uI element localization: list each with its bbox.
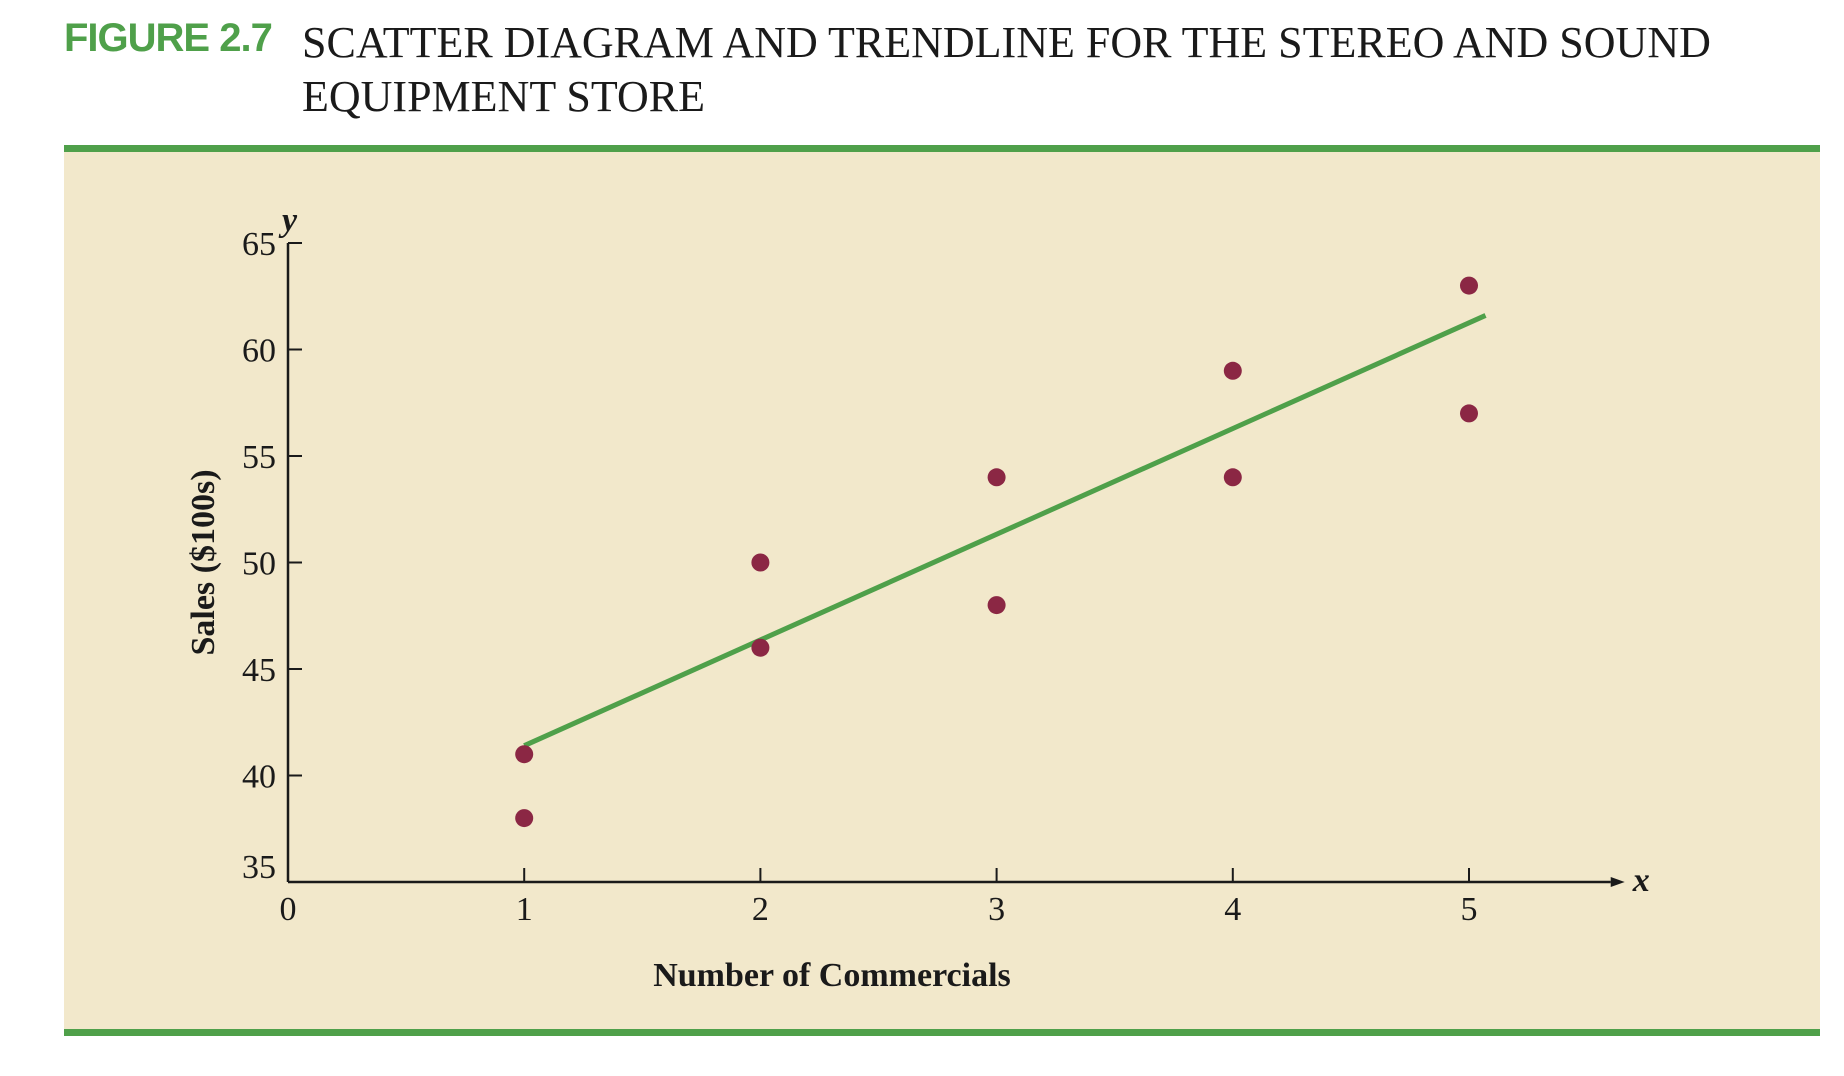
figure-title: SCATTER DIAGRAM AND TRENDLINE FOR THE ST… — [302, 18, 1711, 121]
y-tick-label: 50 — [242, 546, 276, 583]
data-points — [515, 276, 1478, 828]
y-axis-label: Sales ($100s) — [185, 469, 222, 655]
data-point — [515, 745, 534, 764]
data-point — [1223, 468, 1242, 487]
x-tick-label: 1 — [516, 891, 533, 928]
data-point — [1460, 276, 1478, 295]
data-point — [987, 596, 1006, 615]
data-point — [1223, 361, 1242, 380]
y-axis-symbol: y — [278, 202, 298, 239]
figure-label: FIGURE 2.7 — [64, 16, 273, 60]
axis-ticks — [288, 242, 1470, 882]
top-rule — [64, 145, 1820, 152]
trendline — [523, 313, 1487, 748]
data-point — [987, 468, 1006, 487]
x-tick-label: 5 — [1461, 891, 1478, 928]
data-point — [515, 809, 534, 828]
x-tick-label: 0 — [280, 891, 297, 928]
data-point — [1460, 404, 1478, 423]
bottom-rule — [64, 1029, 1820, 1036]
x-tick-label: 3 — [988, 891, 1005, 928]
y-tick-label: 65 — [242, 226, 276, 263]
x-axis-arrow — [1610, 877, 1625, 887]
x-tick-label: 4 — [1224, 891, 1241, 928]
y-tick-label: 60 — [242, 333, 276, 370]
x-axis-label: Number of Commercials — [653, 957, 1011, 994]
y-tick-label: 55 — [242, 439, 276, 476]
y-tick-label: 35 — [242, 849, 276, 886]
x-axis-symbol: x — [1632, 862, 1650, 899]
y-tick-label: 40 — [242, 759, 276, 796]
y-tick-label: 45 — [242, 652, 276, 689]
x-tick-label: 2 — [752, 891, 769, 928]
data-point — [751, 638, 770, 657]
data-point — [751, 553, 770, 572]
